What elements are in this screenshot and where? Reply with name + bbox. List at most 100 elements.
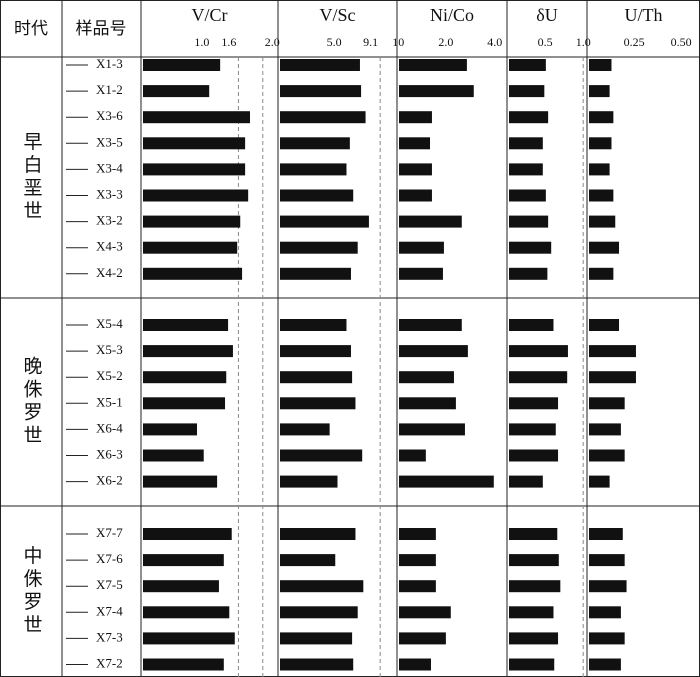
bar <box>280 554 336 567</box>
x-tick-label: 1.0 <box>576 35 591 49</box>
bar <box>509 267 548 280</box>
bar <box>280 475 338 488</box>
bar <box>280 319 347 331</box>
bar <box>143 449 204 462</box>
bar <box>280 137 350 150</box>
sample-label: X5-3 <box>96 342 123 357</box>
bar <box>509 345 568 358</box>
header: 时代 <box>14 19 48 39</box>
sample-label: X3-5 <box>96 134 123 149</box>
bar <box>589 241 620 254</box>
bar <box>399 215 462 228</box>
bar <box>280 528 356 540</box>
bar <box>143 371 227 384</box>
bar <box>589 85 610 98</box>
bar <box>399 658 431 671</box>
sample-label: X5-1 <box>96 394 123 409</box>
bar <box>143 475 218 488</box>
x-tick-label: 9.1 <box>363 35 378 49</box>
bar <box>280 606 358 619</box>
panel-title: Ni/Co <box>430 5 474 25</box>
sample-label: X4-2 <box>96 265 123 280</box>
bar <box>280 397 356 410</box>
panel-title: δU <box>536 5 557 25</box>
bar <box>280 85 362 98</box>
x-tick-label: 0.25 <box>624 35 645 49</box>
bar <box>280 189 354 202</box>
bar <box>509 163 543 176</box>
bar <box>589 632 625 645</box>
bar <box>399 371 454 384</box>
bar <box>589 189 614 202</box>
bar <box>509 241 552 254</box>
bar <box>280 59 360 71</box>
bar <box>280 423 330 436</box>
header: 样品号 <box>76 19 127 39</box>
x-tick-label: 2.0 <box>265 35 280 49</box>
bar <box>143 267 243 280</box>
bar <box>143 345 233 358</box>
sample-label: X3-2 <box>96 213 123 228</box>
bar <box>509 371 568 384</box>
sample-label: X3-3 <box>96 186 123 201</box>
bar <box>399 423 465 436</box>
bar <box>280 345 351 358</box>
bar <box>589 658 621 671</box>
bar <box>589 59 612 71</box>
x-tick-label: 1.0 <box>194 35 209 49</box>
sample-label: X3-6 <box>96 108 123 123</box>
bar <box>143 85 210 98</box>
panel-title: V/Cr <box>192 5 228 25</box>
bar <box>399 85 474 98</box>
bar <box>399 59 467 71</box>
x-tick-label: 10 <box>392 35 404 49</box>
bar <box>143 319 229 331</box>
bar <box>509 85 545 98</box>
x-tick-label: 5.0 <box>327 35 342 49</box>
bar <box>589 475 610 488</box>
sample-label: X1-2 <box>96 82 123 97</box>
x-tick-label: 0.5 <box>538 35 553 49</box>
sample-label: X1-3 <box>96 56 123 71</box>
group-label: 早白垩世 <box>21 132 43 224</box>
bar <box>399 580 436 593</box>
bar <box>399 606 451 619</box>
bar <box>509 580 561 593</box>
sample-label: X6-4 <box>96 420 123 435</box>
group-label: 中侏罗世 <box>21 545 43 637</box>
bar <box>143 163 246 176</box>
bar <box>143 423 198 436</box>
bar <box>143 241 238 254</box>
bar <box>589 163 610 176</box>
bar <box>589 371 636 384</box>
bar <box>399 163 432 176</box>
panel-title: V/Sc <box>320 5 356 25</box>
bar <box>509 554 559 567</box>
sample-label: X7-6 <box>96 551 123 566</box>
sample-label: X7-7 <box>96 525 123 540</box>
bar <box>589 267 614 280</box>
bar <box>399 397 456 410</box>
bar <box>399 528 436 540</box>
bar <box>280 215 369 228</box>
bar <box>280 449 363 462</box>
bar <box>143 606 230 619</box>
sample-label: X7-3 <box>96 629 123 644</box>
panel-title: U/Th <box>625 5 663 25</box>
bar <box>509 319 554 331</box>
sample-label: X5-2 <box>96 368 123 383</box>
bar <box>589 449 625 462</box>
bar <box>399 554 436 567</box>
sample-label: X4-3 <box>96 239 123 254</box>
sample-label: X7-5 <box>96 577 123 592</box>
bar <box>589 137 612 150</box>
bar <box>589 111 614 124</box>
x-tick-label: 1.6 <box>221 35 236 49</box>
sample-label: X7-2 <box>96 655 123 670</box>
bar <box>589 528 623 540</box>
bar <box>589 606 621 619</box>
bar <box>399 267 443 280</box>
bar <box>589 554 625 567</box>
